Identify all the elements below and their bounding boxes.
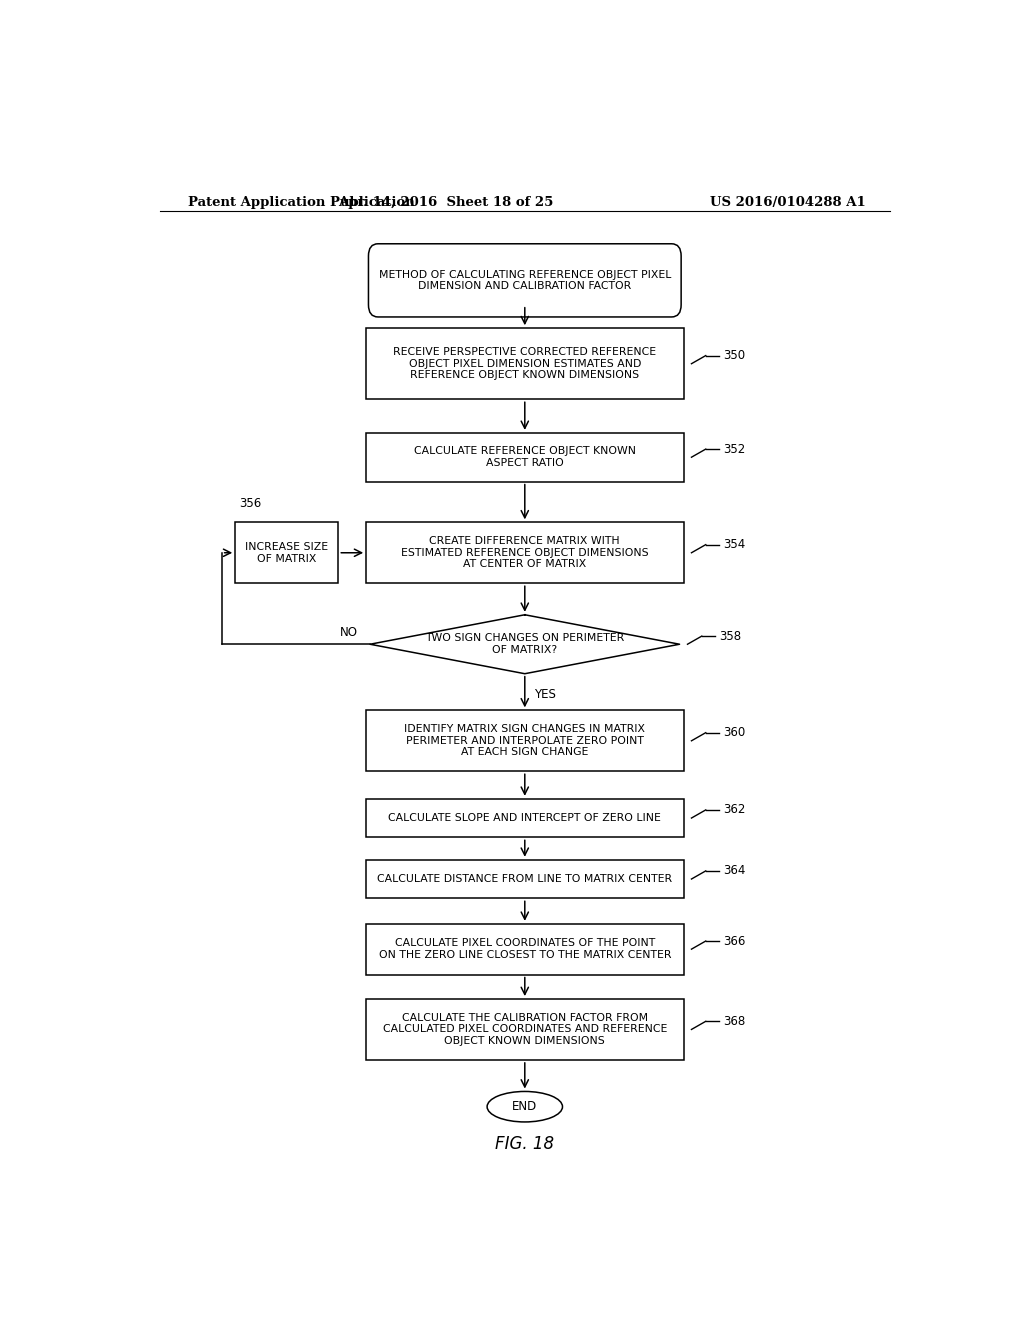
Text: IDENTIFY MATRIX SIGN CHANGES IN MATRIX
PERIMETER AND INTERPOLATE ZERO POINT
AT E: IDENTIFY MATRIX SIGN CHANGES IN MATRIX P…: [404, 725, 645, 758]
Text: CALCULATE SLOPE AND INTERCEPT OF ZERO LINE: CALCULATE SLOPE AND INTERCEPT OF ZERO LI…: [388, 813, 662, 824]
Text: Patent Application Publication: Patent Application Publication: [187, 195, 415, 209]
Text: CALCULATE THE CALIBRATION FACTOR FROM
CALCULATED PIXEL COORDINATES AND REFERENCE: CALCULATE THE CALIBRATION FACTOR FROM CA…: [383, 1012, 667, 1045]
Bar: [367, 523, 684, 583]
Text: 362: 362: [723, 804, 745, 816]
Bar: [367, 999, 684, 1060]
Text: 368: 368: [723, 1015, 745, 1028]
Bar: [367, 859, 684, 899]
Bar: [367, 329, 684, 399]
Text: CREATE DIFFERENCE MATRIX WITH
ESTIMATED REFERENCE OBJECT DIMENSIONS
AT CENTER OF: CREATE DIFFERENCE MATRIX WITH ESTIMATED …: [401, 536, 648, 569]
Text: END: END: [512, 1100, 538, 1113]
Bar: [367, 710, 684, 771]
Text: 350: 350: [723, 348, 745, 362]
Bar: [367, 924, 684, 974]
Text: Apr. 14, 2016  Sheet 18 of 25: Apr. 14, 2016 Sheet 18 of 25: [338, 195, 553, 209]
Text: NO: NO: [340, 626, 358, 639]
Text: 354: 354: [723, 539, 745, 552]
Text: 366: 366: [723, 935, 745, 948]
FancyBboxPatch shape: [369, 244, 681, 317]
Text: 358: 358: [719, 630, 741, 643]
Bar: [236, 523, 338, 583]
Text: 360: 360: [723, 726, 745, 739]
Text: 352: 352: [723, 442, 745, 455]
Text: METHOD OF CALCULATING REFERENCE OBJECT PIXEL
DIMENSION AND CALIBRATION FACTOR: METHOD OF CALCULATING REFERENCE OBJECT P…: [379, 269, 671, 292]
Text: CALCULATE DISTANCE FROM LINE TO MATRIX CENTER: CALCULATE DISTANCE FROM LINE TO MATRIX C…: [377, 874, 673, 884]
Polygon shape: [370, 615, 680, 673]
Text: TWO SIGN CHANGES ON PERIMETER
OF MATRIX?: TWO SIGN CHANGES ON PERIMETER OF MATRIX?: [425, 634, 625, 655]
Text: CALCULATE REFERENCE OBJECT KNOWN
ASPECT RATIO: CALCULATE REFERENCE OBJECT KNOWN ASPECT …: [414, 446, 636, 469]
Bar: [367, 799, 684, 837]
Text: 356: 356: [240, 498, 261, 510]
Text: RECEIVE PERSPECTIVE CORRECTED REFERENCE
OBJECT PIXEL DIMENSION ESTIMATES AND
REF: RECEIVE PERSPECTIVE CORRECTED REFERENCE …: [393, 347, 656, 380]
Text: FIG. 18: FIG. 18: [496, 1135, 554, 1154]
Text: CALCULATE PIXEL COORDINATES OF THE POINT
ON THE ZERO LINE CLOSEST TO THE MATRIX : CALCULATE PIXEL COORDINATES OF THE POINT…: [379, 939, 671, 960]
Text: INCREASE SIZE
OF MATRIX: INCREASE SIZE OF MATRIX: [245, 543, 329, 564]
Text: 364: 364: [723, 865, 745, 878]
Text: US 2016/0104288 A1: US 2016/0104288 A1: [711, 195, 866, 209]
Ellipse shape: [487, 1092, 562, 1122]
Bar: [367, 433, 684, 482]
Text: YES: YES: [534, 688, 556, 701]
